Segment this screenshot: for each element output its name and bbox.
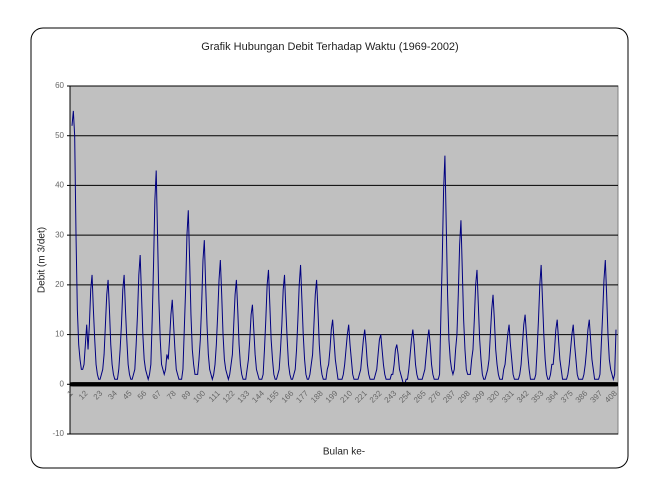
data-line [71,110,617,385]
x-axis-label: Bulan ke- [323,447,365,458]
y-tick-label: 40 [55,181,64,190]
y-tick-label: 60 [55,81,64,90]
y-tick-label: -10 [52,429,64,438]
marker [614,382,618,387]
plot-area [69,85,619,435]
y-tick-label: 20 [55,280,64,289]
y-tick-label: 0 [60,379,65,388]
chart-title: Grafik Hubungan Debit Terhadap Waktu (19… [201,41,458,53]
y-tick-label: 30 [55,230,64,239]
y-tick-label: 10 [55,330,64,339]
y-axis-label: Debit (m 3/det) [37,227,48,293]
x-tick-label: 1 [65,388,75,398]
y-tick-label: 50 [55,131,64,140]
